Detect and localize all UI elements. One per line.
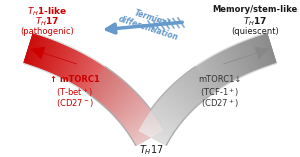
Text: mTORC1↓: mTORC1↓ [198,75,242,84]
Text: $T_H$17: $T_H$17 [139,143,164,157]
Text: (pathogenic): (pathogenic) [20,27,74,36]
Text: (T-bet$^+$): (T-bet$^+$) [56,86,94,99]
Text: (CD27$^-$): (CD27$^-$) [56,97,94,109]
Text: (quiescent): (quiescent) [231,27,279,36]
Text: (CD27$^+$): (CD27$^+$) [201,97,239,110]
Text: $T_H$1-like: $T_H$1-like [27,5,67,17]
Text: (TCF-1$^+$): (TCF-1$^+$) [200,86,240,99]
Text: Memory/stem-like: Memory/stem-like [212,5,298,14]
Text: $T_H$17: $T_H$17 [35,16,59,29]
Text: $T_H$17: $T_H$17 [243,16,267,29]
Text: Terminal
differentiation: Terminal differentiation [117,4,183,42]
Text: ↑ mTORC1: ↑ mTORC1 [50,75,100,84]
